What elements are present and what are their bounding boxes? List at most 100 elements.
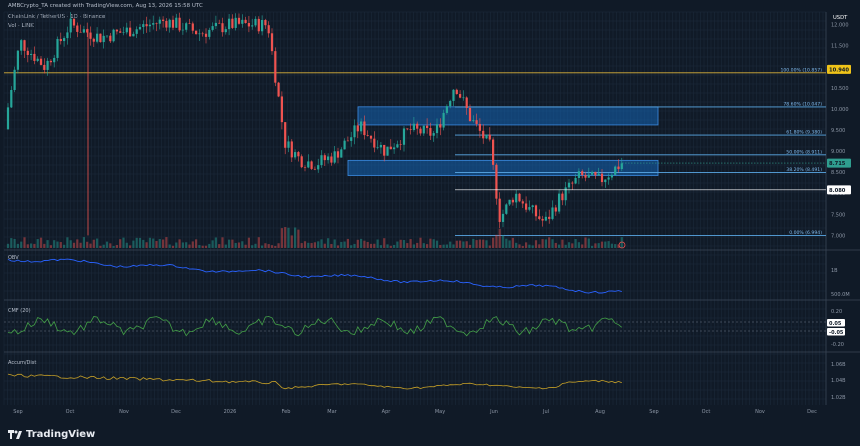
volume-line: Vol · LINK bbox=[8, 23, 34, 29]
volume-bar bbox=[406, 243, 409, 248]
volume-bar bbox=[412, 244, 415, 248]
volume-bar bbox=[488, 245, 491, 248]
candle-body bbox=[462, 97, 465, 99]
candle-body bbox=[419, 128, 422, 134]
candle-body bbox=[109, 35, 112, 42]
candle-body bbox=[294, 152, 297, 158]
volume-bar bbox=[478, 239, 481, 248]
time-tick: Mar bbox=[327, 409, 337, 415]
time-tick: 2026 bbox=[224, 409, 237, 415]
candle-body bbox=[558, 193, 561, 212]
volume-bar bbox=[607, 241, 610, 248]
time-tick: Jul bbox=[542, 409, 549, 415]
candle-body bbox=[614, 166, 617, 175]
volume-bar bbox=[333, 239, 336, 248]
candle-body bbox=[297, 152, 300, 157]
candle-body bbox=[30, 53, 33, 55]
volume-bar bbox=[399, 239, 402, 248]
candle-body bbox=[416, 123, 419, 129]
candle-body bbox=[148, 24, 151, 27]
volume-bar bbox=[66, 237, 69, 248]
chart-svg[interactable]: 100.00% (10.857) 78.60% (10.047) 61.80% (9… bbox=[0, 0, 860, 420]
candle-body bbox=[241, 19, 244, 24]
candle-body bbox=[389, 146, 392, 150]
volume-bar bbox=[109, 243, 112, 248]
volume-bar bbox=[515, 242, 518, 248]
candle-body bbox=[36, 58, 39, 61]
candle-body bbox=[465, 97, 468, 108]
candle-body bbox=[228, 18, 231, 30]
volume-bar bbox=[99, 245, 102, 248]
candle-body bbox=[610, 174, 613, 178]
volume-bar bbox=[241, 241, 244, 248]
volume-bar bbox=[591, 245, 594, 248]
volume-bar bbox=[323, 243, 326, 248]
candle-body bbox=[587, 174, 590, 178]
candle-body bbox=[43, 64, 46, 70]
candle-body bbox=[317, 165, 320, 170]
candle-body bbox=[138, 27, 142, 30]
candle-body bbox=[604, 179, 607, 183]
volume-bar bbox=[267, 244, 270, 248]
candle-body bbox=[531, 205, 534, 208]
candle-body bbox=[135, 29, 138, 34]
volume-bar bbox=[191, 241, 194, 248]
candle-body bbox=[168, 19, 171, 28]
volume-bar bbox=[419, 237, 422, 248]
candle-body bbox=[145, 24, 148, 27]
time-tick: Dec bbox=[171, 409, 181, 415]
candle-body bbox=[261, 20, 264, 32]
candle-body bbox=[594, 171, 597, 176]
volume-bar bbox=[20, 241, 23, 248]
currency-label: USDT bbox=[833, 15, 848, 21]
volume-bar bbox=[320, 239, 323, 248]
volume-bar bbox=[389, 245, 392, 248]
candle-body bbox=[158, 19, 161, 24]
volume-bar bbox=[340, 241, 343, 248]
volume-bar bbox=[445, 244, 448, 248]
candle-body bbox=[393, 147, 396, 150]
volume-bar bbox=[155, 241, 158, 248]
volume-bar bbox=[465, 241, 468, 248]
volume-bar bbox=[511, 237, 514, 248]
candle-body bbox=[280, 96, 283, 123]
candle-body bbox=[330, 156, 333, 163]
candle-body bbox=[574, 177, 577, 184]
demand-zone bbox=[347, 159, 659, 176]
volume-bar bbox=[300, 243, 303, 248]
candle-body bbox=[72, 18, 76, 26]
candle-body bbox=[369, 135, 373, 139]
volume-bar bbox=[72, 242, 76, 248]
tradingview-logo[interactable]: TradingView bbox=[8, 429, 95, 440]
candle-body bbox=[237, 17, 241, 24]
candle-body bbox=[171, 19, 175, 28]
volume-bar bbox=[280, 228, 283, 248]
candle-body bbox=[231, 18, 234, 28]
candle-body bbox=[538, 216, 541, 219]
cmf-value-label: 0.05 bbox=[829, 321, 842, 327]
time-tick: May bbox=[435, 409, 445, 415]
time-tick: Nov bbox=[119, 409, 129, 415]
volume-bar bbox=[369, 243, 373, 248]
candle-body bbox=[201, 33, 204, 35]
volume-bar bbox=[234, 242, 237, 248]
volume-bar bbox=[270, 245, 274, 248]
volume-bar bbox=[492, 237, 495, 248]
candle-body bbox=[132, 33, 135, 37]
volume-bar bbox=[538, 244, 541, 248]
volume-bar bbox=[600, 241, 604, 248]
volume-bar bbox=[224, 244, 227, 248]
price-tick: 9.500 bbox=[831, 128, 845, 134]
volume-bar bbox=[53, 240, 56, 248]
indicator-panes: OBV CMF (20) Accum/Dist bbox=[4, 255, 826, 390]
candle-body bbox=[597, 173, 600, 176]
candle-body bbox=[208, 29, 211, 37]
candle-body bbox=[63, 38, 66, 42]
candle-body bbox=[10, 90, 13, 108]
candle-body bbox=[178, 17, 181, 31]
ad-tick: 1.02B bbox=[831, 395, 846, 401]
volume-bar bbox=[393, 244, 396, 248]
candle-body bbox=[119, 31, 122, 33]
candle-body bbox=[396, 144, 399, 148]
time-axis: Sep Oct Nov Dec 2026 Feb Mar Apr May Jun Jul Aug Sep… bbox=[13, 409, 817, 415]
